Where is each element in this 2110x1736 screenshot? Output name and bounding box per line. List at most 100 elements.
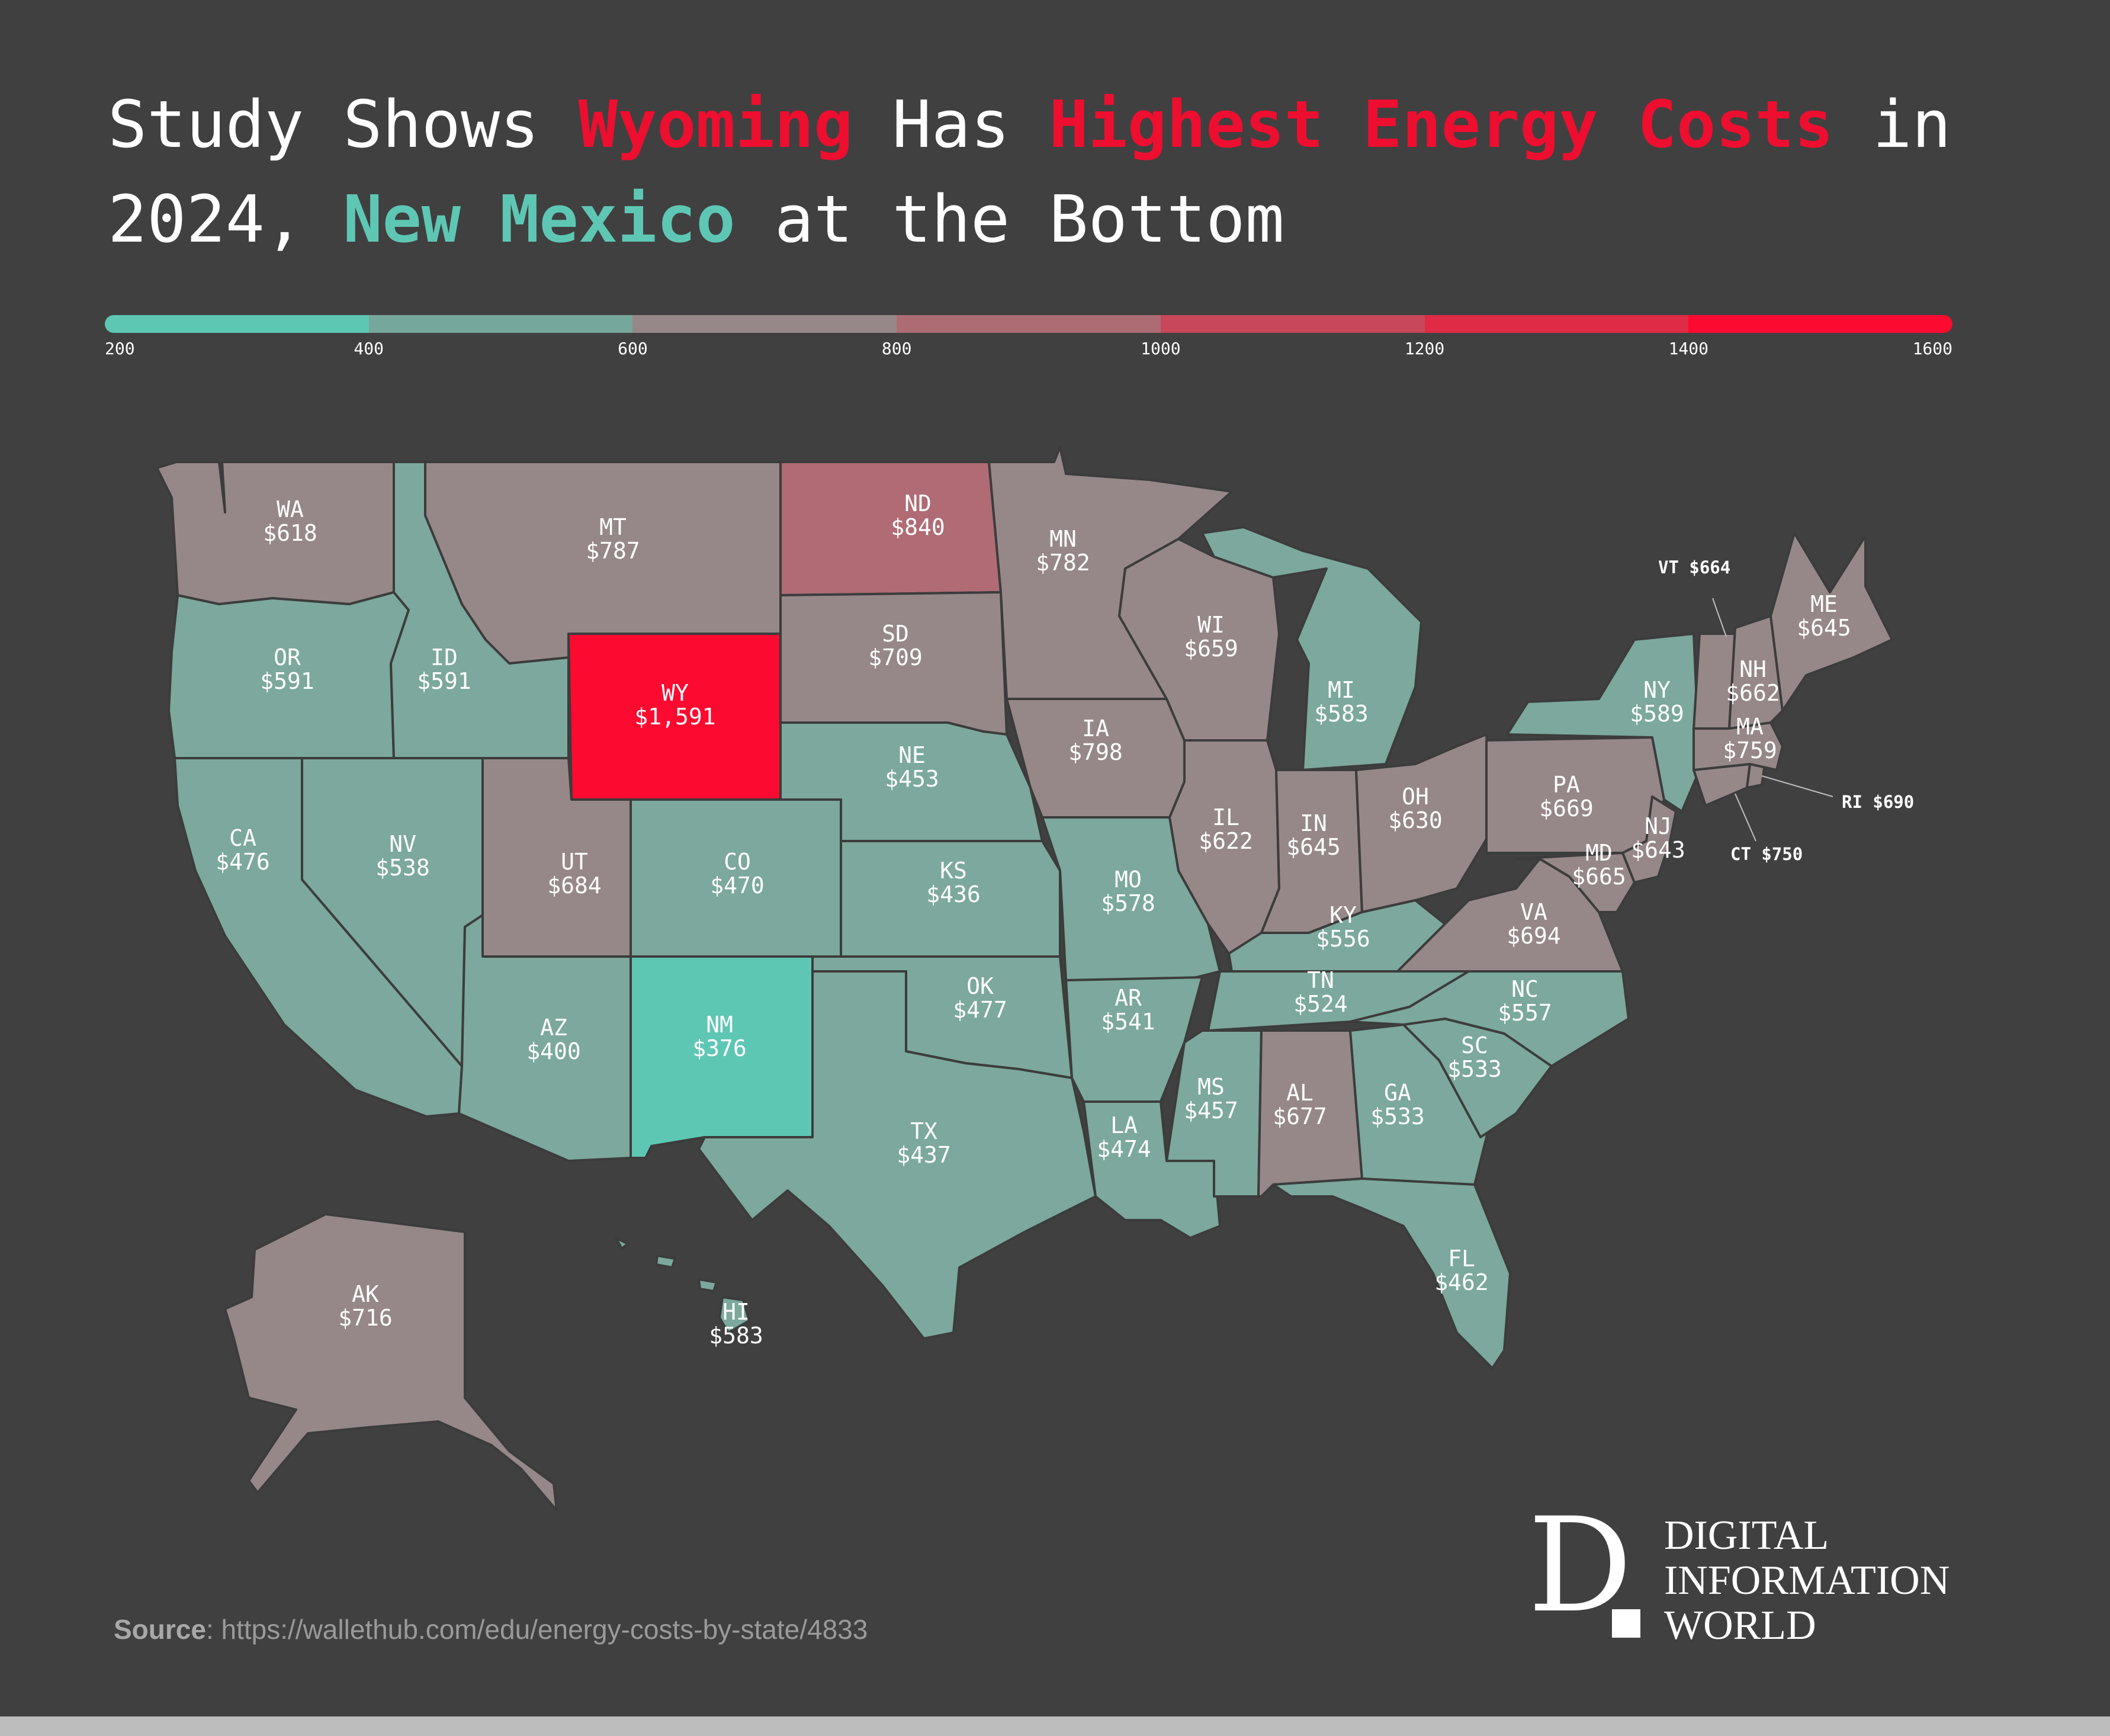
state-code-label-ca: CA [229,825,256,851]
state-code-label-sc: SC [1461,1032,1488,1058]
state-value-label-id: $591 [417,668,471,694]
state-code-label-va: VA [1520,899,1547,925]
state-ks [840,840,1061,958]
logo-square [1612,1609,1640,1638]
state-value-label-nd: $840 [891,514,945,540]
state-value-label-ok: $477 [953,997,1007,1023]
state-code-label-wy: WY [661,680,689,706]
state-value-label-ut: $684 [547,872,602,899]
color-scale-segment [897,315,1161,333]
state-code-label-ks: KS [940,858,967,884]
state-value-label-fl: $462 [1434,1269,1489,1295]
logo-word-2: INFORMATION [1664,1558,1950,1603]
color-scale-segment [1160,315,1425,333]
state-value-label-ak: $716 [338,1305,393,1331]
color-scale-tick-label: 1400 [1668,339,1708,358]
state-code-label-nm: NM [706,1012,733,1038]
state-la [1083,1100,1221,1239]
state-value-label-ga: $533 [1370,1103,1425,1129]
page-title: Study Shows Wyoming Has Highest Energy C… [108,77,2032,267]
state-value-label-al: $677 [1273,1103,1327,1129]
logo-word-3: WORLD [1664,1603,1816,1648]
state-value-label-wa: $618 [263,520,317,546]
state-value-label-ia: $798 [1068,739,1123,765]
color-scale-segment [1424,315,1689,333]
state-value-label-hi: $583 [709,1323,763,1349]
state-code-label-id: ID [431,644,458,670]
logo-d-mark: D [1528,1490,1633,1641]
state-value-label-ms: $457 [1184,1098,1238,1124]
state-code-label-sd: SD [882,621,909,647]
state-hi [655,1254,676,1269]
color-scale-segment [632,315,897,333]
state-code-label-pa: PA [1553,772,1580,798]
state-code-label-me: ME [1810,591,1838,617]
state-code-label-il: IL [1212,804,1239,830]
callout-ct: CT $750 [1730,844,1803,864]
state-hi [698,1278,718,1292]
title-text: at the Bottom [735,181,1284,257]
color-scale-ticks: 200 400 600 800 1000 1200 1400 1600 [105,339,1952,362]
state-code-label-mo: MO [1115,867,1142,893]
state-value-label-pa: $669 [1539,795,1594,822]
state-code-label-al: AL [1286,1080,1313,1106]
state-value-label-mi: $583 [1314,701,1369,727]
brand-logo: D DIGITAL INFORMATION WORLD [1528,1500,1954,1655]
state-value-label-mn: $782 [1036,550,1090,576]
state-code-label-hi: HI [722,1299,750,1325]
state-hi [615,1237,629,1250]
state-value-label-tx: $437 [897,1142,951,1168]
state-code-label-ny: NY [1643,677,1671,703]
state-code-label-ms: MS [1197,1074,1225,1100]
color-scale-bar [105,315,1952,333]
state-value-label-ar: $541 [1101,1009,1155,1035]
state-code-label-nc: NC [1511,976,1539,1002]
state-code-label-ak: AK [352,1281,379,1307]
state-value-label-me: $645 [1797,615,1851,641]
state-code-label-nj: NJ [1645,813,1672,839]
state-ak [224,1213,558,1512]
state-value-label-mt: $787 [586,538,640,564]
state-code-label-ut: UT [561,849,588,875]
state-code-label-nd: ND [904,490,932,516]
state-code-label-az: AZ [540,1015,567,1041]
color-scale-segment [105,315,369,333]
color-scale-tick-label: 800 [881,339,912,358]
state-value-label-co: $470 [710,872,765,899]
state-code-label-tn: TN [1307,967,1334,993]
state-value-label-md: $665 [1572,864,1626,890]
state-value-label-wy: $1,591 [634,704,715,730]
state-value-label-ca: $476 [216,849,270,875]
state-tx [698,970,1097,1340]
vt-leader-line [1712,598,1727,637]
state-wi [1118,538,1280,742]
state-code-label-mi: MI [1328,677,1355,703]
state-hi [718,1296,750,1334]
state-code-label-ky: KY [1329,902,1357,928]
ri-leader-line [1761,775,1833,797]
color-scale-segment [368,315,633,333]
color-scale-tick-label: 1600 [1912,339,1952,358]
source-url: : https://wallethub.com/edu/energy-costs… [205,1614,868,1645]
ct-leader-line [1735,793,1756,842]
state-nj [1621,795,1677,884]
state-code-label-ga: GA [1384,1080,1411,1106]
state-value-label-va: $694 [1507,923,1561,949]
logo-word-1: DIGITAL [1664,1513,1829,1558]
state-code-label-mn: MN [1049,526,1077,552]
state-value-label-nj: $643 [1631,837,1685,863]
state-value-label-nv: $538 [375,855,430,881]
logo-wordmark: DIGITAL INFORMATION WORLD [1664,1513,1950,1648]
state-value-label-in: $645 [1286,834,1341,860]
state-code-label-ok: OK [966,973,994,999]
state-code-label-nh: NH [1739,656,1767,682]
state-value-label-nc: $557 [1498,1000,1552,1026]
state-code-label-oh: OH [1402,784,1429,810]
state-code-label-md: MD [1585,840,1613,866]
state-value-label-sc: $533 [1447,1056,1502,1082]
state-ne [779,721,1043,842]
state-value-label-la: $474 [1097,1136,1151,1162]
state-value-label-il: $622 [1199,828,1253,854]
